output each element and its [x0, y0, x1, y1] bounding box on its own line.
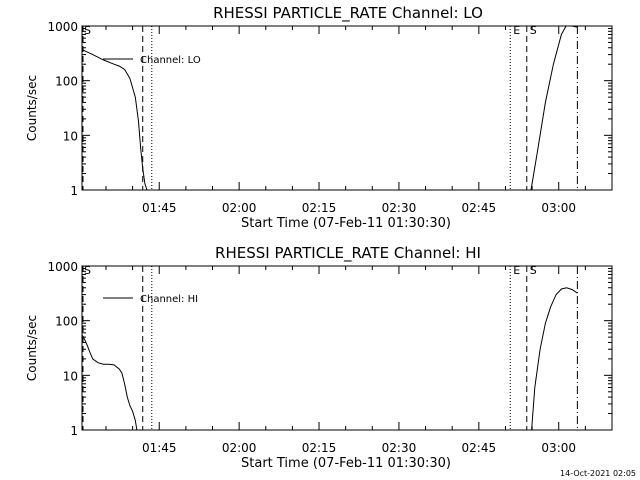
x-tick-label: 02:00 — [222, 201, 257, 215]
chart-panel-lo: RHESSI PARTICLE_RATE Channel: LO Counts/… — [25, 4, 613, 231]
y-axis-label: Counts/sec — [25, 75, 39, 141]
marker-label: E — [513, 264, 520, 277]
y-tick-label: 1 — [70, 184, 78, 198]
chart-title: RHESSI PARTICLE_RATE Channel: LO — [213, 4, 483, 23]
y-tick-label: 10 — [63, 369, 78, 383]
marker-label: S — [530, 24, 537, 37]
x-axis-label: Start Time (07-Feb-11 01:30:30) — [241, 456, 451, 471]
y-tick-label: 100 — [55, 75, 78, 89]
plot-frame — [81, 265, 613, 431]
series-line — [82, 287, 578, 430]
x-tick-label: 02:45 — [462, 441, 497, 455]
y-tick-label: 1000 — [47, 20, 78, 34]
x-axis-label: Start Time (07-Feb-11 01:30:30) — [241, 216, 451, 231]
marker-label: S — [84, 264, 91, 277]
marker-label: E — [513, 24, 520, 37]
marker-label: S — [84, 24, 91, 37]
x-tick-label: 02:15 — [302, 201, 337, 215]
marker-label: S — [530, 264, 537, 277]
y-tick-label: 1000 — [47, 260, 78, 274]
x-tick-label: 02:30 — [382, 201, 417, 215]
x-tick-label: 01:45 — [142, 201, 177, 215]
x-tick-label: 02:45 — [462, 201, 497, 215]
footer-timestamp: 14-Oct-2021 02:05 — [560, 469, 636, 478]
x-tick-label: 02:30 — [382, 441, 417, 455]
legend-label: Channel: HI — [140, 294, 198, 305]
x-tick-label: 03:00 — [541, 201, 576, 215]
plot-frame — [81, 25, 613, 191]
x-tick-label: 01:45 — [142, 441, 177, 455]
y-axis-label: Counts/sec — [25, 315, 39, 381]
y-tick-label: 1 — [70, 424, 78, 438]
y-tick-label: 10 — [63, 129, 78, 143]
x-tick-label: 03:00 — [541, 441, 576, 455]
chart-panel-hi: RHESSI PARTICLE_RATE Channel: HI Counts/… — [25, 244, 613, 471]
x-tick-label: 02:15 — [302, 441, 337, 455]
x-tick-label: 02:00 — [222, 441, 257, 455]
legend-label: Channel: LO — [140, 55, 201, 66]
y-tick-label: 100 — [55, 315, 78, 329]
chart-title: RHESSI PARTICLE_RATE Channel: HI — [215, 244, 481, 263]
series-line — [82, 26, 578, 190]
